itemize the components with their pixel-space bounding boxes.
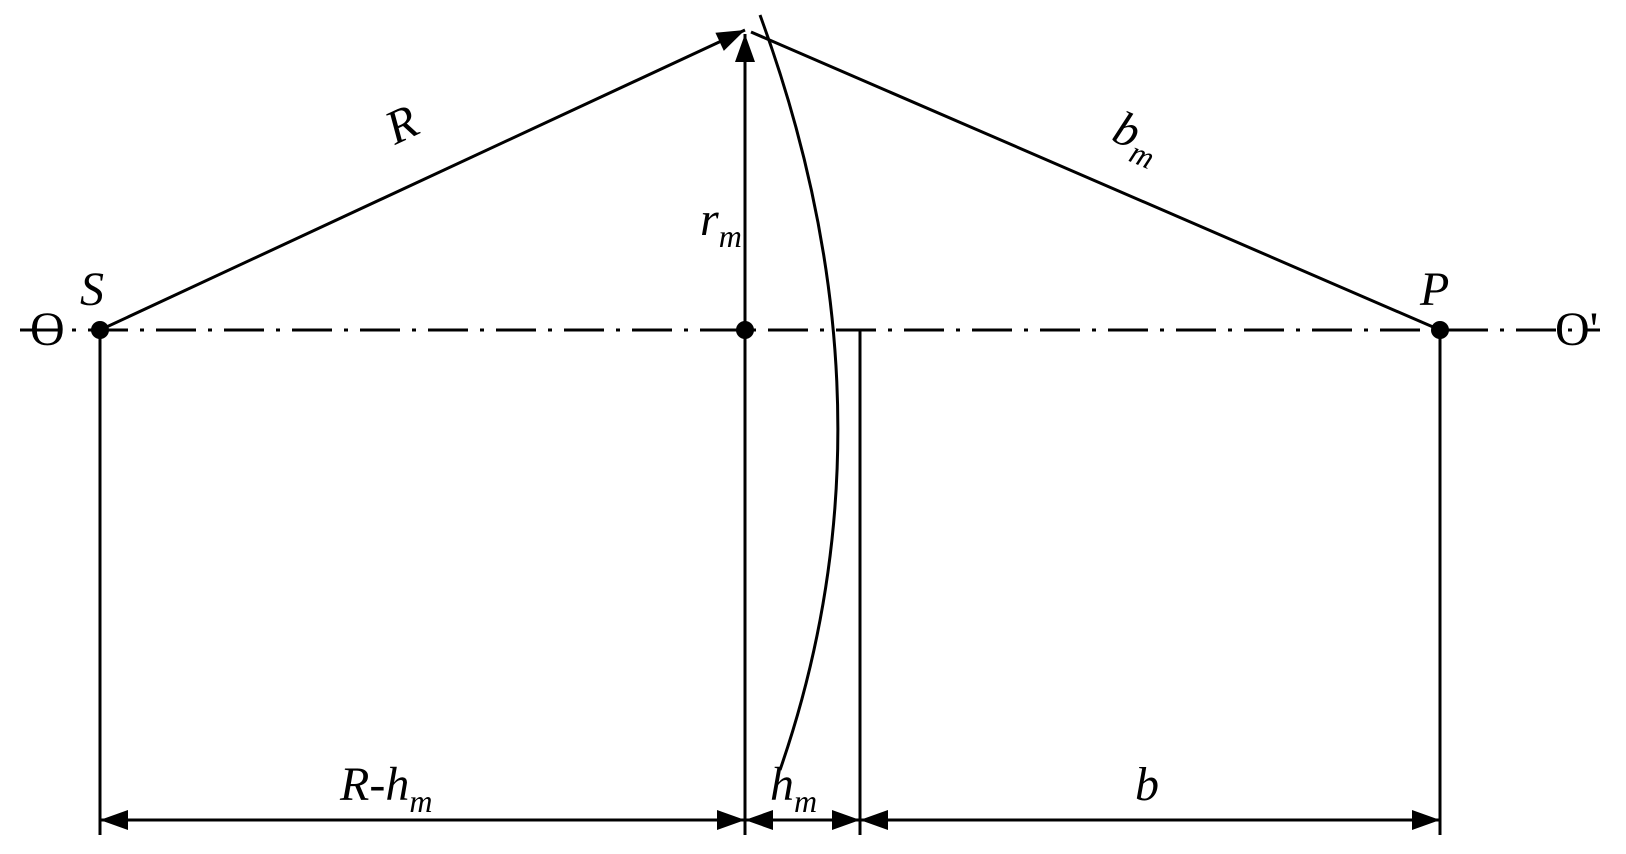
geometric-diagram: O O' S P Rbm rm R-hm hm b <box>0 0 1626 854</box>
label-S: S <box>80 263 104 316</box>
label-P: P <box>1419 263 1449 316</box>
label-bm-line: bm <box>1103 101 1170 176</box>
label-Oprime: O' <box>1555 303 1598 356</box>
label-rm: rm <box>700 193 742 254</box>
label-R-minus-hm: R-hm <box>339 758 432 819</box>
label-O: O <box>30 303 65 356</box>
label-b: b <box>1135 758 1159 811</box>
label-R: R <box>376 95 426 156</box>
label-hm: hm <box>770 758 817 819</box>
